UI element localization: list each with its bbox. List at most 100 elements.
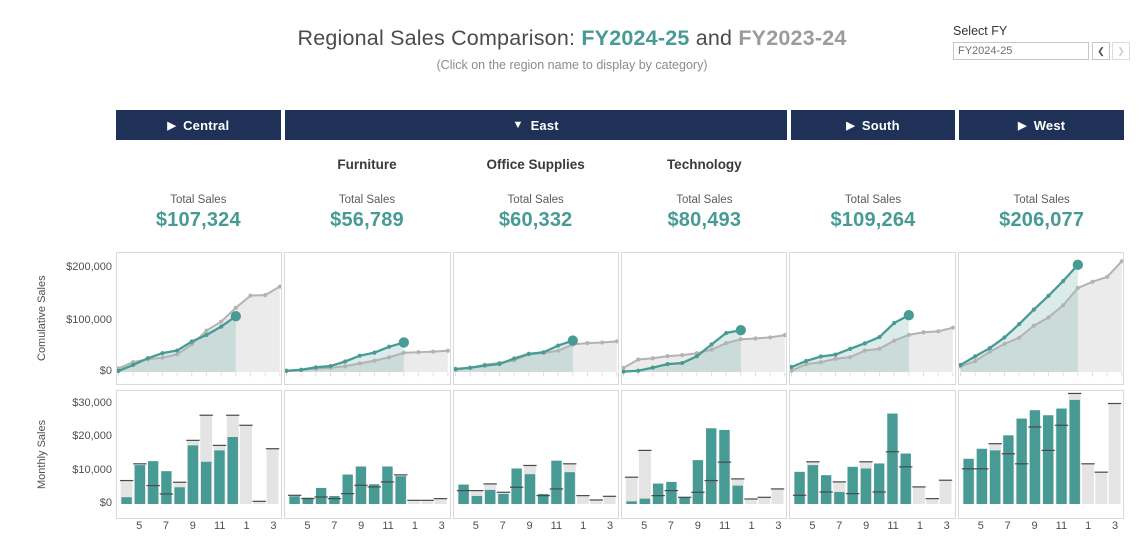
bar-fy2024-25-m4[interactable] (794, 471, 806, 504)
point-fy2023-24-m11[interactable] (1060, 303, 1065, 308)
point-fy2023-24-m1[interactable] (921, 330, 926, 335)
bar-fy2023-24-m3[interactable] (771, 488, 784, 504)
bar-fy2023-24-m10[interactable] (200, 415, 213, 504)
monthly-chart-furniture[interactable] (284, 390, 451, 519)
bar-fy2023-24-m4[interactable] (625, 477, 638, 504)
point-fy2023-24-m11[interactable] (387, 355, 392, 360)
bar-fy2024-25-m9[interactable] (692, 460, 704, 504)
bar-fy2023-24-m2[interactable] (758, 497, 771, 504)
end-point-fy2024-25[interactable] (1072, 259, 1083, 271)
cumulative-chart-technology[interactable] (620, 252, 788, 385)
bar-fy2024-25-m8[interactable] (1016, 418, 1027, 504)
point-fy2023-24-m7[interactable] (833, 356, 838, 361)
bar-fy2023-24-m1[interactable] (1081, 463, 1094, 504)
bar-fy2024-25-m9[interactable] (1029, 410, 1040, 504)
point-fy2024-25-m8[interactable] (511, 356, 516, 361)
select-fy-input[interactable] (953, 42, 1089, 60)
point-fy2023-24-m5[interactable] (972, 358, 977, 364)
bar-fy2024-25-m6[interactable] (316, 487, 327, 504)
point-fy2024-25-m9[interactable] (1031, 307, 1036, 312)
point-fy2024-25-m5[interactable] (467, 365, 472, 370)
point-fy2024-25-m5[interactable] (636, 368, 641, 373)
point-fy2023-24-m11[interactable] (724, 341, 729, 346)
bar-fy2024-25-m6[interactable] (652, 483, 664, 504)
point-fy2023-24-m2[interactable] (599, 340, 604, 345)
point-fy2024-25-m7[interactable] (160, 351, 165, 356)
bar-fy2024-25-m10[interactable] (874, 463, 885, 504)
point-fy2024-25-m11[interactable] (219, 324, 224, 329)
point-fy2024-25-m11[interactable] (724, 330, 729, 336)
point-fy2024-25-m11[interactable] (1060, 278, 1065, 284)
bar-fy2024-25-m5[interactable] (134, 465, 146, 504)
point-fy2023-24-m10[interactable] (709, 347, 714, 352)
bar-fy2024-25-m8[interactable] (174, 487, 185, 504)
bar-fy2024-25-m12[interactable] (732, 485, 743, 504)
point-fy2023-24-m2[interactable] (768, 335, 773, 340)
bar-fy2024-25-m12[interactable] (395, 476, 407, 504)
point-fy2023-24-m8[interactable] (1016, 335, 1021, 340)
bar-fy2023-24-m3[interactable] (1108, 403, 1121, 505)
point-fy2023-24-m12[interactable] (402, 350, 407, 355)
bar-fy2023-24-m3[interactable] (266, 448, 279, 504)
bar-fy2024-25-m6[interactable] (989, 450, 1000, 504)
point-fy2024-25-m9[interactable] (189, 339, 194, 344)
bar-fy2024-25-m8[interactable] (342, 474, 354, 504)
point-fy2024-25-m7[interactable] (665, 362, 670, 367)
point-fy2023-24-m9[interactable] (863, 348, 868, 353)
point-fy2023-24-m10[interactable] (877, 346, 882, 351)
point-fy2024-25-m7[interactable] (497, 361, 502, 367)
bar-fy2024-25-m4[interactable] (121, 497, 132, 504)
point-fy2023-24-m12[interactable] (1075, 285, 1080, 291)
bar-fy2024-25-m4[interactable] (289, 496, 301, 504)
point-fy2023-24-m5[interactable] (636, 357, 641, 362)
cumulative-chart-west[interactable] (957, 252, 1124, 385)
bar-fy2023-24-m3[interactable] (603, 496, 616, 504)
monthly-chart-west[interactable] (957, 390, 1124, 519)
end-point-fy2024-25[interactable] (904, 309, 915, 321)
monthly-chart-central[interactable] (116, 390, 283, 519)
fy-previous-arrow-button[interactable]: ❮ (1092, 42, 1110, 60)
point-fy2023-24-m1[interactable] (1090, 279, 1095, 284)
bar-fy2023-24-m5[interactable] (638, 450, 651, 504)
point-fy2023-24-m4[interactable] (621, 365, 626, 370)
point-fy2024-25-m7[interactable] (328, 363, 333, 369)
point-fy2024-25-m11[interactable] (387, 344, 392, 349)
bar-fy2024-25-m7[interactable] (161, 471, 172, 504)
bar-fy2023-24-m3[interactable] (939, 480, 952, 504)
point-fy2023-24-m2[interactable] (936, 329, 941, 334)
bar-fy2023-24-m2[interactable] (1094, 472, 1107, 504)
point-fy2023-24-m10[interactable] (372, 358, 377, 363)
bar-fy2024-25-m6[interactable] (484, 489, 495, 504)
bar-fy2024-25-m4[interactable] (458, 484, 469, 504)
bar-fy2024-25-m10[interactable] (200, 461, 212, 504)
point-fy2023-24-m7[interactable] (665, 354, 670, 359)
bar-fy2024-25-m7[interactable] (834, 491, 845, 504)
point-fy2024-25-m8[interactable] (343, 359, 348, 364)
bar-fy2024-25-m8[interactable] (679, 496, 690, 504)
point-fy2023-24-m8[interactable] (680, 353, 685, 358)
point-fy2024-25-m6[interactable] (650, 365, 655, 370)
bar-fy2023-24-m1[interactable] (745, 498, 757, 504)
bar-fy2024-25-m5[interactable] (976, 448, 987, 504)
point-fy2023-24-m1[interactable] (585, 341, 590, 346)
point-fy2023-24-m2[interactable] (1104, 274, 1109, 279)
cumulative-chart-south[interactable] (789, 252, 956, 385)
point-fy2024-25-m6[interactable] (145, 356, 150, 361)
point-fy2024-25-m8[interactable] (680, 360, 685, 366)
point-fy2023-24-m3[interactable] (782, 332, 787, 338)
region-button-west[interactable]: ▶ West (959, 110, 1124, 140)
region-button-south[interactable]: ▶ South (790, 110, 956, 140)
point-fy2024-25-m8[interactable] (175, 348, 180, 353)
point-fy2024-25-m10[interactable] (877, 334, 882, 340)
bar-fy2023-24-m1[interactable] (913, 486, 926, 504)
bar-fy2024-25-m6[interactable] (821, 475, 832, 504)
point-fy2023-24-m11[interactable] (219, 319, 224, 324)
bar-fy2024-25-m12[interactable] (900, 453, 912, 504)
bar-fy2024-25-m10[interactable] (1042, 415, 1054, 504)
point-fy2023-24-m3[interactable] (277, 284, 282, 289)
cumulative-chart-office-supplies[interactable] (452, 252, 619, 385)
bar-fy2024-25-m11[interactable] (550, 460, 562, 504)
point-fy2023-24-m1[interactable] (248, 293, 253, 298)
point-fy2023-24-m3[interactable] (446, 348, 450, 353)
bar-fy2024-25-m8[interactable] (847, 466, 859, 504)
